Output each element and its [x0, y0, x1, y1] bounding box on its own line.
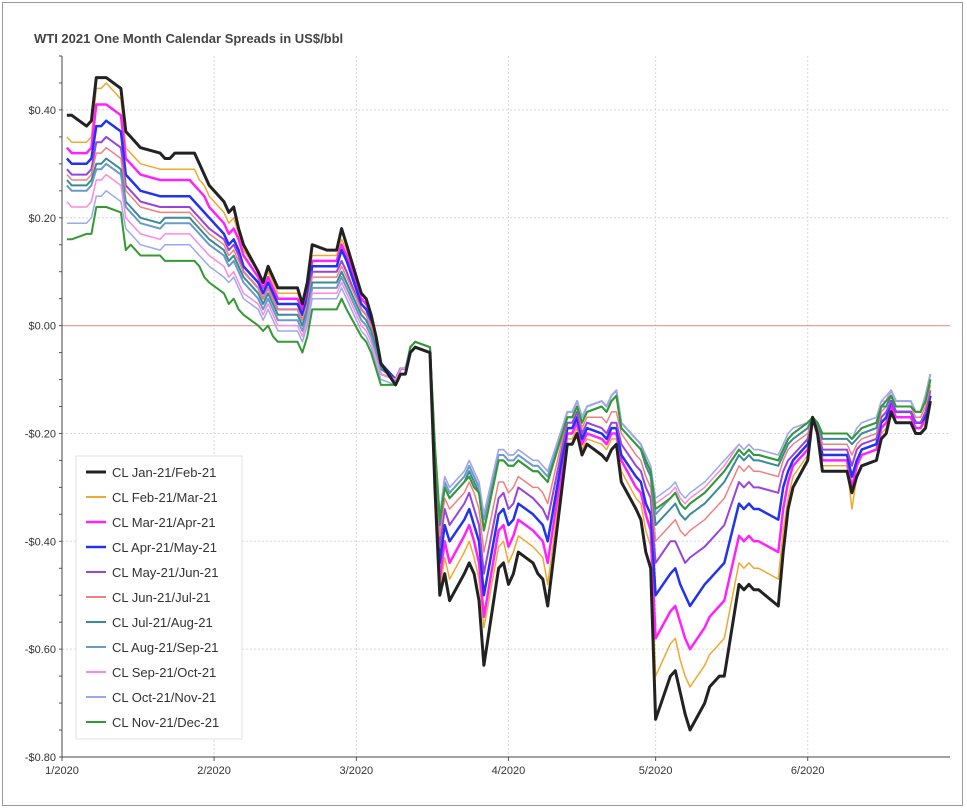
series-line-4 — [65, 119, 932, 608]
x-tick-label: 2/2020 — [197, 765, 231, 777]
y-tick-label: -$0.60 — [25, 644, 56, 656]
x-tick-label: 3/2020 — [340, 765, 374, 777]
legend-entry-label: CL Jul-21/Aug-21 — [112, 615, 213, 630]
series-lines — [65, 76, 932, 732]
series-line-10 — [66, 190, 932, 516]
legend-entry-label: CL Feb-21/Mar-21 — [112, 490, 218, 505]
legend: CL Jan-21/Feb-21 CL Feb-21/Mar-21 CL Mar-2… — [75, 455, 243, 740]
series-line-3 — [65, 103, 932, 651]
x-tick-label: 6/2020 — [791, 765, 825, 777]
legend-entry-label: CL Oct-21/Nov-21 — [112, 690, 216, 705]
legend-entry-label: CL Nov-21/Dec-21 — [112, 715, 219, 730]
axes: $0.40 $0.20 $0.00 -$0.20 -$0.40 -$0.60 -$0.801… — [25, 55, 950, 777]
series-line-5 — [66, 135, 932, 575]
legend-entry-label: CL Mar-21/Apr-21 — [112, 515, 216, 530]
y-tick-label: $0.40 — [28, 105, 56, 117]
series-line-11 — [66, 206, 932, 532]
x-tick-label: 1/2020 — [45, 765, 79, 777]
series-line-6 — [66, 146, 932, 553]
legend-entry-label: CL Jan-21/Feb-21 — [112, 465, 216, 480]
legend-entry-label: CL Aug-21/Sep-21 — [112, 640, 218, 655]
series-line-2 — [66, 82, 932, 688]
y-tick-label: -$0.40 — [25, 536, 56, 548]
y-tick-label: -$0.20 — [25, 428, 56, 440]
y-tick-label: $0.20 — [28, 213, 56, 225]
series-line-1 — [66, 76, 932, 732]
legend-entry-label: CL May-21/Jun-21 — [112, 565, 218, 580]
y-tick-label: $0.00 — [28, 321, 56, 333]
legend-entry-label: CL Apr-21/May-21 — [112, 540, 217, 555]
legend-entry-label: CL Jun-21/Jul-21 — [112, 590, 211, 605]
legend-entry-label: CL Sep-21/Oct-21 — [112, 665, 216, 680]
chart-title: WTI 2021 One Month Calendar Spreads in U… — [34, 31, 343, 46]
y-tick-label: -$0.80 — [25, 752, 56, 764]
x-tick-label: 5/2020 — [639, 765, 673, 777]
x-tick-label: 4/2020 — [492, 765, 526, 777]
